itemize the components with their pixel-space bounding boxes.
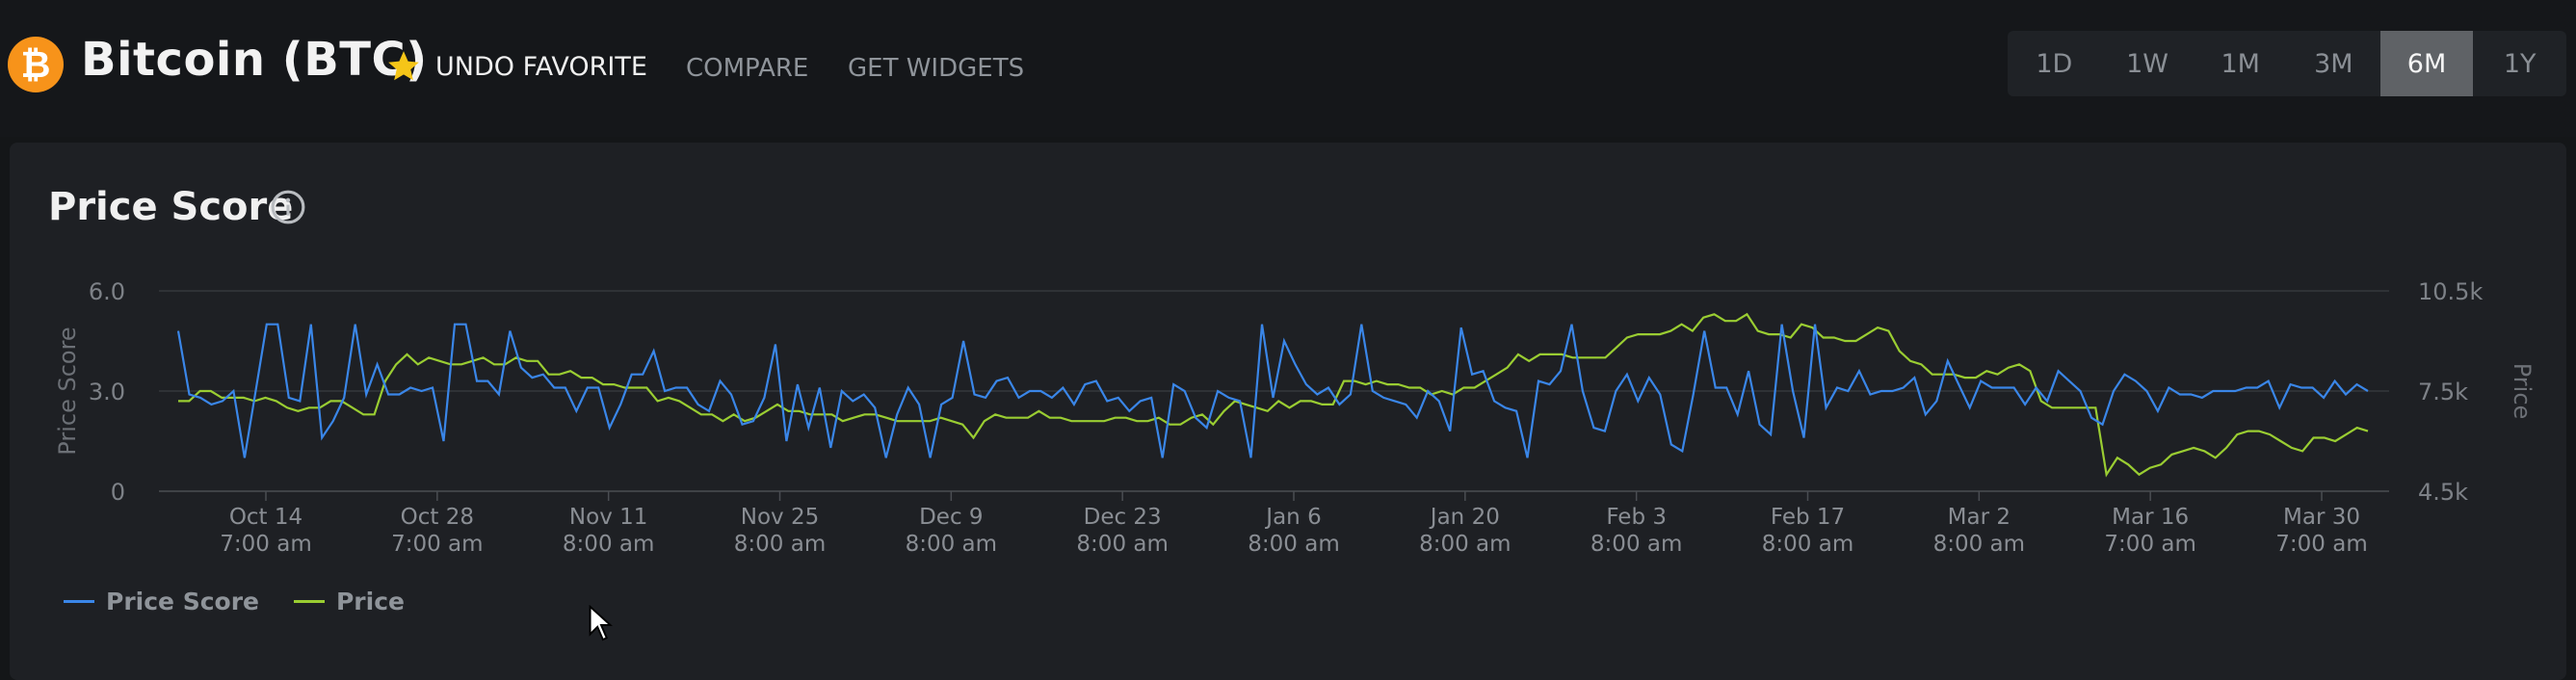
x-tick-date: Jan 6 bbox=[1264, 505, 1321, 530]
x-tick-date: Oct 28 bbox=[401, 505, 474, 530]
chart-legend: Price Score Price bbox=[64, 588, 405, 615]
x-tick-date: Feb 17 bbox=[1771, 505, 1845, 530]
y2-tick-label: 4.5k bbox=[2418, 479, 2468, 506]
x-tick-date: Dec 23 bbox=[1084, 505, 1162, 530]
legend-label: Price Score bbox=[106, 588, 259, 615]
x-tick-time: 8:00 am bbox=[1933, 532, 2025, 557]
price-score-chart: 6.0 10.5k 3.0 7.5k 0 4.5k Price Score Price Oct … bbox=[54, 278, 2536, 557]
compare-link[interactable]: COMPARE bbox=[686, 54, 809, 83]
undo-favorite-button[interactable]: UNDO FAVORITE bbox=[385, 48, 647, 85]
legend-swatch bbox=[64, 600, 94, 603]
y-tick-label: 6.0 bbox=[89, 278, 125, 305]
price-score-card: Price Score 6.0 10.5k 3.0 7.5k 0 4.5k Price Sc… bbox=[10, 143, 2566, 680]
x-tick-time: 8:00 am bbox=[1590, 532, 1682, 557]
price-score-series-line bbox=[176, 323, 2369, 458]
x-tick-date: Oct 14 bbox=[229, 505, 302, 530]
mouse-cursor-icon bbox=[589, 605, 613, 641]
card-title: Price Score bbox=[48, 185, 294, 229]
x-tick-time: 7:00 am bbox=[391, 532, 483, 557]
legend-item-price[interactable]: Price bbox=[293, 588, 405, 615]
x-tick-date: Mar 2 bbox=[1948, 505, 2011, 530]
x-tick-date: Mar 30 bbox=[2283, 505, 2360, 530]
info-icon[interactable] bbox=[270, 189, 306, 225]
x-tick-date: Mar 16 bbox=[2112, 505, 2189, 530]
x-tick-date: Jan 20 bbox=[1429, 505, 1500, 530]
x-tick-time: 7:00 am bbox=[2104, 532, 2195, 557]
x-tick-time: 7:00 am bbox=[2275, 532, 2367, 557]
legend-item-price-score[interactable]: Price Score bbox=[64, 588, 259, 615]
time-range-selector: 1D 1W 1M 3M 6M 1Y bbox=[2008, 31, 2566, 96]
x-tick-time: 8:00 am bbox=[906, 532, 997, 557]
y-tick-label: 3.0 bbox=[89, 379, 125, 405]
x-tick-time: 8:00 am bbox=[1248, 532, 1339, 557]
range-1d-button[interactable]: 1D bbox=[2036, 48, 2073, 79]
y2-tick-label: 10.5k bbox=[2418, 278, 2483, 305]
x-tick-time: 8:00 am bbox=[563, 532, 654, 557]
y2-axis-label: Price bbox=[2509, 363, 2536, 420]
y-axis-label: Price Score bbox=[54, 327, 81, 455]
x-tick-time: 8:00 am bbox=[1762, 532, 1853, 557]
range-1w-button[interactable]: 1W bbox=[2126, 48, 2169, 79]
x-tick-date: Nov 25 bbox=[741, 505, 819, 530]
star-icon bbox=[388, 51, 419, 81]
x-tick-date: Feb 3 bbox=[1606, 505, 1667, 530]
y2-tick-label: 7.5k bbox=[2418, 379, 2468, 405]
legend-label: Price bbox=[335, 588, 405, 615]
top-bar: ₿ Bitcoin (BTC) UNDO FAVORITE COMPARE GE… bbox=[0, 0, 2576, 137]
x-tick-date: Dec 9 bbox=[919, 505, 983, 530]
x-tick-time: 7:00 am bbox=[220, 532, 311, 557]
legend-swatch bbox=[293, 600, 325, 603]
bitcoin-logo-icon: ₿ bbox=[8, 37, 64, 92]
range-1y-button[interactable]: 1Y bbox=[2503, 48, 2537, 79]
x-tick-time: 8:00 am bbox=[1076, 532, 1168, 557]
coin-title: Bitcoin (BTC) bbox=[81, 33, 428, 87]
x-tick-time: 8:00 am bbox=[1419, 532, 1511, 557]
get-widgets-link[interactable]: GET WIDGETS bbox=[848, 54, 1025, 83]
range-6m-button[interactable]: 6M bbox=[2379, 31, 2474, 96]
x-tick-time: 8:00 am bbox=[734, 532, 826, 557]
undo-favorite-label: UNDO FAVORITE bbox=[435, 51, 647, 82]
range-1m-button[interactable]: 1M bbox=[2221, 48, 2260, 79]
price-series-line bbox=[178, 312, 2369, 478]
x-tick-date: Nov 11 bbox=[569, 505, 647, 530]
range-3m-button[interactable]: 3M bbox=[2314, 48, 2353, 79]
y-tick-label: 0 bbox=[111, 479, 125, 506]
logo-symbol: ₿ bbox=[20, 42, 51, 86]
